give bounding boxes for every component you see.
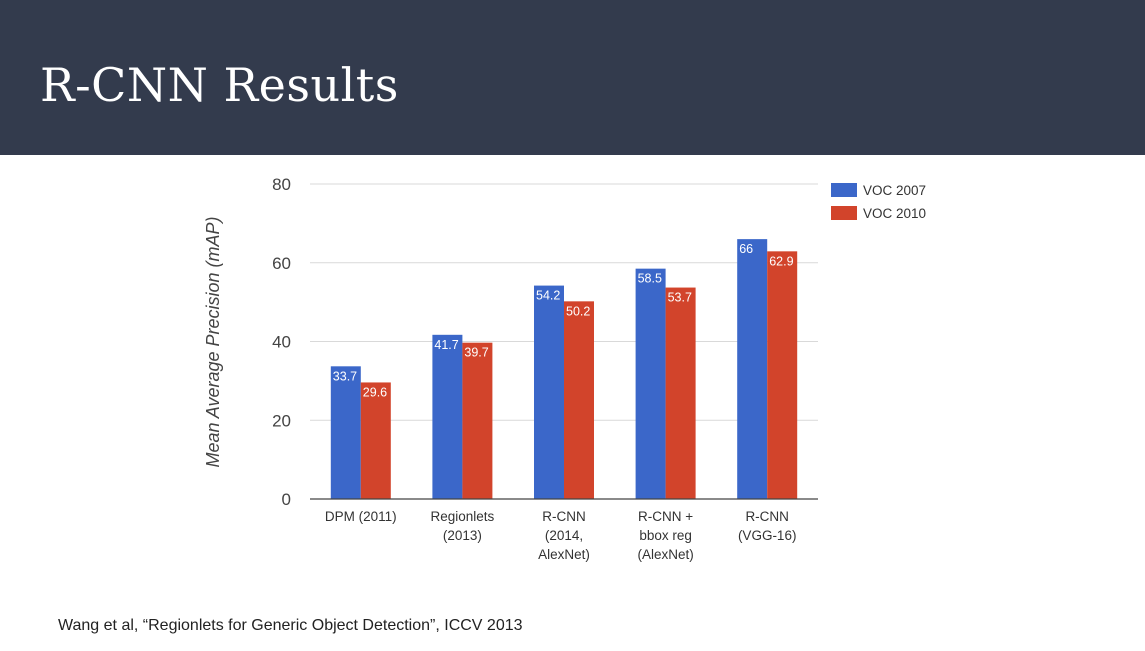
- y-tick-label: 20: [272, 411, 291, 430]
- bar-value-label: 29.6: [363, 385, 387, 399]
- x-tick-label-line: (2014,: [545, 528, 583, 543]
- x-tick-label-line: (AlexNet): [637, 547, 693, 562]
- bar-value-label: 62.9: [769, 254, 793, 268]
- x-tick-label-line: AlexNet): [538, 547, 590, 562]
- x-tick-label-line: (2013): [443, 528, 482, 543]
- bar-voc-2010: [767, 251, 798, 499]
- bar-value-label: 66: [739, 242, 753, 256]
- bar-voc-2007: [432, 334, 463, 499]
- bar-value-label: 53.7: [668, 291, 692, 305]
- bar-value-label: 33.7: [333, 369, 357, 383]
- bar-value-label: 41.7: [434, 338, 458, 352]
- y-tick-label: 0: [282, 490, 291, 509]
- bar-voc-2010: [564, 301, 594, 499]
- y-axis-label: Mean Average Precision (mAP): [203, 216, 223, 467]
- slide-title: R-CNN Results: [40, 58, 399, 112]
- legend-swatch: [831, 206, 857, 220]
- x-tick-label: R-CNN (2014, AlexNet): [538, 509, 590, 562]
- slide-header: R-CNN Results: [0, 0, 1145, 155]
- x-tick-label-line: (VGG-16): [738, 528, 797, 543]
- x-tick-label: DPM (2011): [325, 509, 397, 524]
- legend-label: VOC 2010: [863, 206, 926, 221]
- x-tick-label-line: R-CNN: [745, 509, 789, 524]
- bar-voc-2007: [635, 268, 666, 499]
- x-tick-label-line: bbox reg: [639, 528, 692, 543]
- y-tick-label: 60: [272, 254, 291, 273]
- bar-value-label: 58.5: [638, 272, 662, 286]
- x-tick-label-line: R-CNN +: [638, 509, 693, 524]
- legend-label: VOC 2007: [863, 183, 926, 198]
- y-tick-label: 40: [272, 333, 291, 352]
- bar-voc-2007: [534, 285, 564, 499]
- x-tick-label-line: Regionlets: [431, 509, 495, 524]
- x-tick-label-line: R-CNN: [542, 509, 586, 524]
- citation-footnote: Wang et al, “Regionlets for Generic Obje…: [58, 617, 523, 634]
- bar-voc-2010: [462, 342, 493, 499]
- x-tick-label: Regionlets (2013): [431, 509, 495, 543]
- bar-value-label: 54.2: [536, 289, 560, 303]
- bar-voc-2007: [330, 366, 361, 499]
- x-tick-label: R-CNN + bbox reg (AlexNet): [637, 509, 693, 562]
- legend-swatch: [831, 183, 857, 197]
- bar-voc-2007: [737, 239, 768, 499]
- bar-voc-2010: [360, 382, 391, 499]
- y-tick-label: 80: [272, 175, 291, 194]
- bar-value-label: 50.2: [566, 304, 590, 318]
- x-tick-label-line: DPM (2011): [325, 509, 397, 524]
- bar-value-label: 39.7: [464, 346, 488, 360]
- bar-voc-2010: [665, 287, 696, 499]
- x-tick-label: R-CNN (VGG-16): [738, 509, 797, 543]
